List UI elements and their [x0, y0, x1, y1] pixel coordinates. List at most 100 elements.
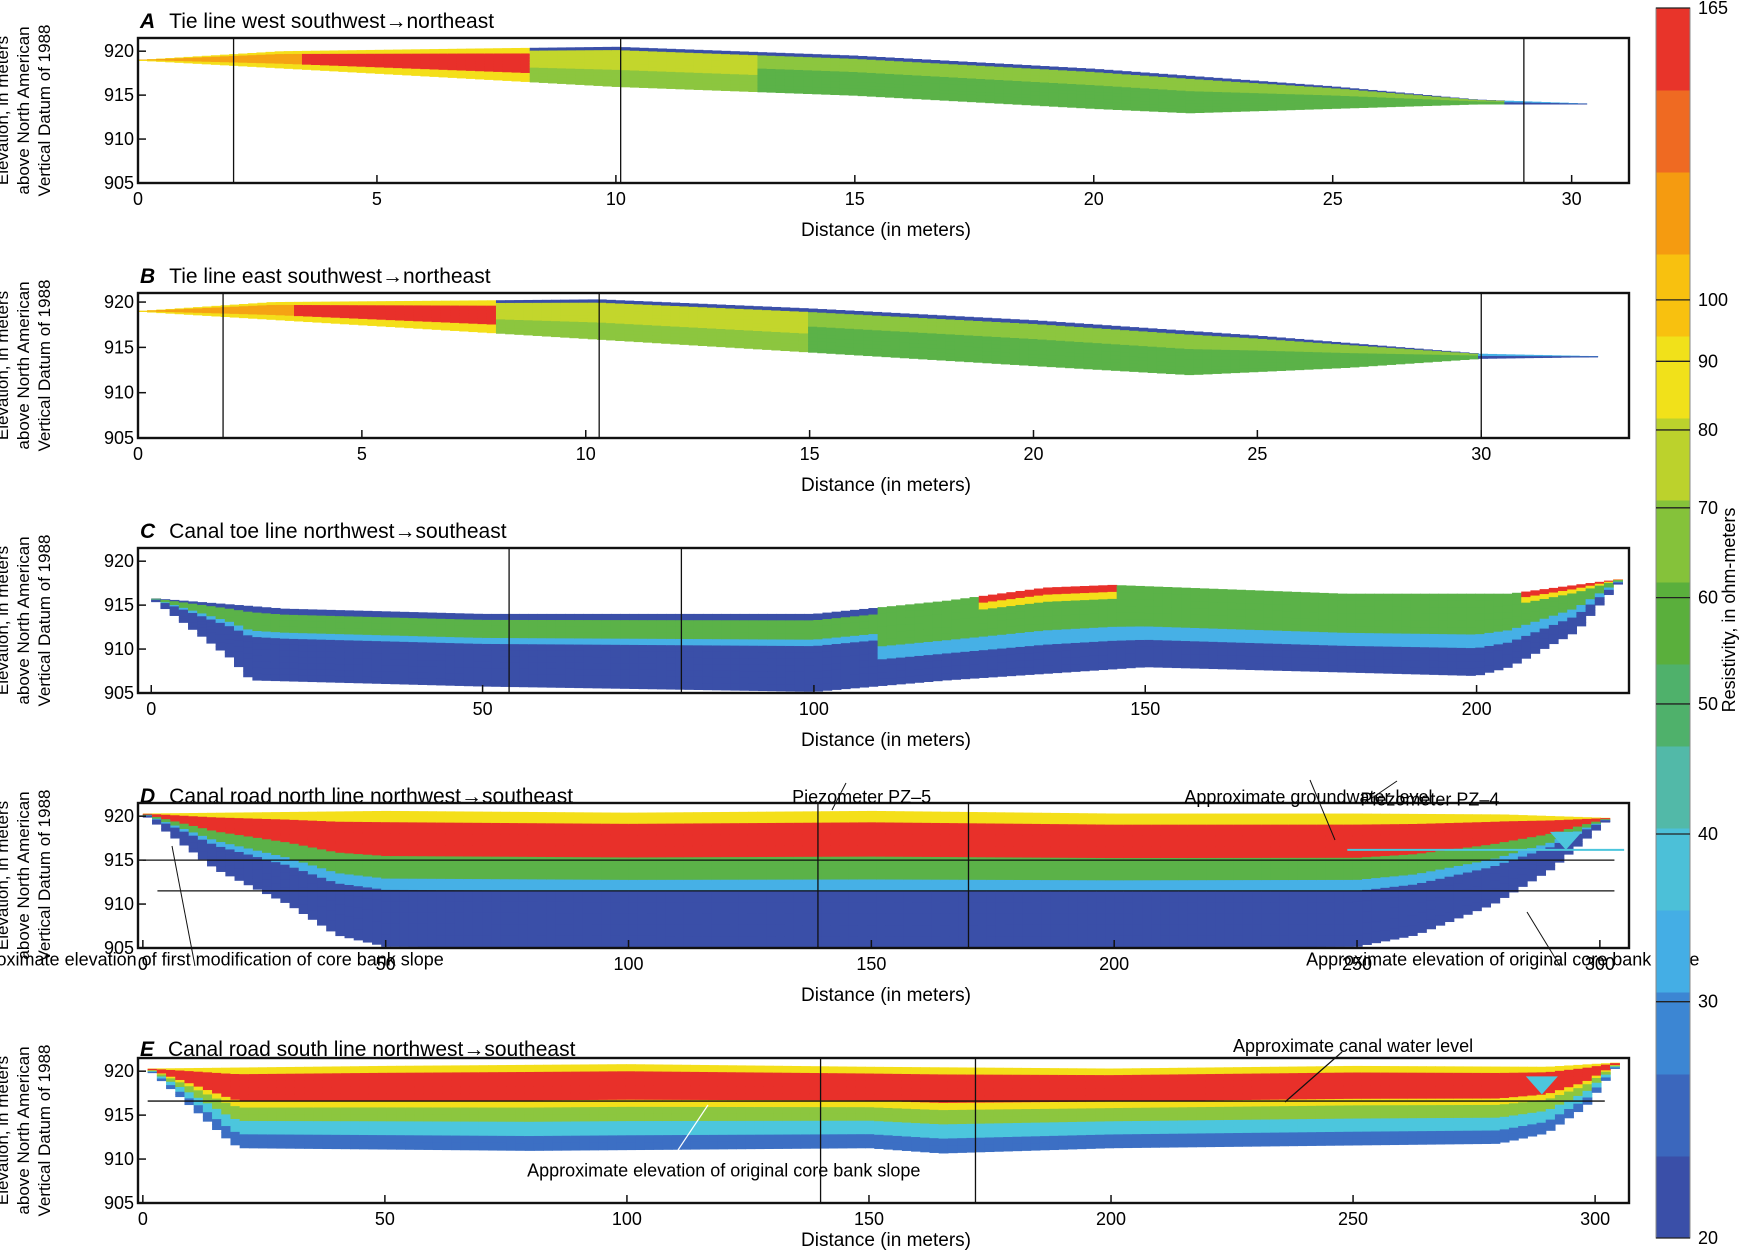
- resistivity-cell: [188, 601, 198, 605]
- resistivity-cell: [611, 63, 622, 68]
- resistivity-cell: [538, 62, 549, 66]
- resistivity-cell: [693, 49, 704, 54]
- resistivity-cell: [675, 82, 686, 86]
- resistivity-cell: [201, 63, 212, 65]
- resistivity-cell: [973, 324, 984, 330]
- resistivity-cell: [1340, 95, 1351, 99]
- resistivity-cell: [538, 59, 549, 63]
- resistivity-cell: [404, 325, 414, 329]
- resistivity-cell: [431, 322, 442, 326]
- y-tick-label: 905: [104, 428, 134, 448]
- resistivity-cell: [969, 597, 980, 605]
- resistivity-cell: [941, 613, 952, 622]
- resistivity-cell: [1067, 74, 1077, 79]
- resistivity-cell: [243, 623, 253, 630]
- resistivity-cell: [1413, 356, 1424, 359]
- resistivity-cell: [289, 626, 299, 634]
- resistivity-cell: [638, 632, 649, 640]
- resistivity-cell: [707, 307, 717, 312]
- resistivity-cell: [593, 56, 604, 61]
- resistivity-cell: [344, 658, 355, 666]
- resistivity-cell: [347, 68, 358, 71]
- resistivity-cell: [1149, 79, 1159, 84]
- resistivity-cell: [1067, 103, 1077, 108]
- resistivity-cell: [320, 55, 330, 58]
- resistivity-cell: [921, 92, 932, 97]
- resistivity-cell: [730, 651, 741, 659]
- resistivity-cell: [1340, 94, 1351, 97]
- resistivity-cell: [210, 57, 221, 59]
- resistivity-cell: [611, 73, 622, 78]
- resistivity-cell: [307, 627, 318, 635]
- resistivity-cell: [404, 305, 414, 309]
- resistivity-cell: [1112, 80, 1123, 85]
- resistivity-cell: [734, 340, 745, 345]
- resistivity-cell: [500, 644, 511, 651]
- resistivity-cell: [252, 667, 263, 675]
- resistivity-cell: [1221, 369, 1231, 374]
- resistivity-cell: [639, 77, 649, 82]
- resistivity-cell: [502, 72, 513, 76]
- resistivity-cell: [725, 319, 736, 324]
- resistivity-cell: [884, 77, 895, 82]
- resistivity-cell: [767, 626, 778, 634]
- resistivity-cell: [500, 680, 511, 687]
- resistivity-cell: [804, 678, 814, 686]
- resistivity-cell: [602, 50, 613, 54]
- resistivity-cell: [661, 302, 671, 307]
- resistivity-cell: [320, 50, 330, 53]
- resistivity-cell: [1103, 99, 1114, 104]
- resistivity-cell: [1175, 341, 1185, 346]
- resistivity-cell: [193, 312, 203, 315]
- resistivity-cell: [748, 61, 759, 66]
- resistivity-cell: [1039, 92, 1050, 97]
- resistivity-cell: [657, 58, 667, 63]
- resistivity-cell: [716, 322, 727, 327]
- resistivity-cell: [411, 55, 421, 59]
- resistivity-cell: [966, 85, 977, 89]
- resistivity-cell: [413, 314, 424, 318]
- resistivity-cell: [976, 65, 986, 70]
- resistivity-cell: [748, 68, 759, 73]
- resistivity-cell: [1065, 322, 1075, 328]
- resistivity-cell: [275, 309, 286, 312]
- resistivity-cell: [693, 645, 704, 653]
- resistivity-cell: [1167, 83, 1178, 88]
- resistivity-cell: [338, 57, 349, 60]
- resistivity-cell: [431, 314, 442, 318]
- resistivity-cell: [459, 303, 470, 307]
- resistivity-cell: [863, 322, 873, 327]
- resistivity-cell: [411, 62, 421, 66]
- resistivity-cell: [1184, 341, 1195, 347]
- resistivity-cell: [592, 613, 603, 621]
- resistivity-cell: [909, 336, 919, 341]
- resistivity-cell: [642, 331, 653, 336]
- resistivity-cell: [484, 63, 494, 68]
- resistivity-cell: [1221, 353, 1231, 358]
- resistivity-cell: [1285, 351, 1296, 355]
- resistivity-cell: [771, 339, 782, 344]
- resistivity-cell: [789, 307, 800, 312]
- resistivity-cell: [657, 48, 667, 53]
- resistivity-cell: [688, 313, 699, 318]
- resistivity-cell: [422, 300, 433, 304]
- resistivity-cell: [1404, 349, 1415, 352]
- resistivity-cell: [395, 320, 405, 324]
- resistivity-cell: [206, 602, 217, 607]
- resistivity-cell: [1140, 97, 1150, 102]
- resistivity-cell: [307, 651, 318, 659]
- resistivity-cell: [1367, 99, 1378, 102]
- resistivity-cell: [954, 338, 965, 343]
- resistivity-cell: [1432, 359, 1442, 361]
- resistivity-cell: [1294, 354, 1305, 358]
- resistivity-cell: [560, 305, 571, 310]
- resistivity-cell: [642, 321, 653, 326]
- resistivity-cell: [821, 87, 831, 92]
- resistivity-cell: [1267, 336, 1277, 341]
- resistivity-cell: [835, 350, 846, 355]
- resistivity-cell: [982, 321, 993, 326]
- resistivity-cell: [321, 317, 332, 320]
- resistivity-cell: [311, 58, 321, 61]
- resistivity-cell: [547, 79, 558, 84]
- resistivity-cell: [395, 303, 405, 306]
